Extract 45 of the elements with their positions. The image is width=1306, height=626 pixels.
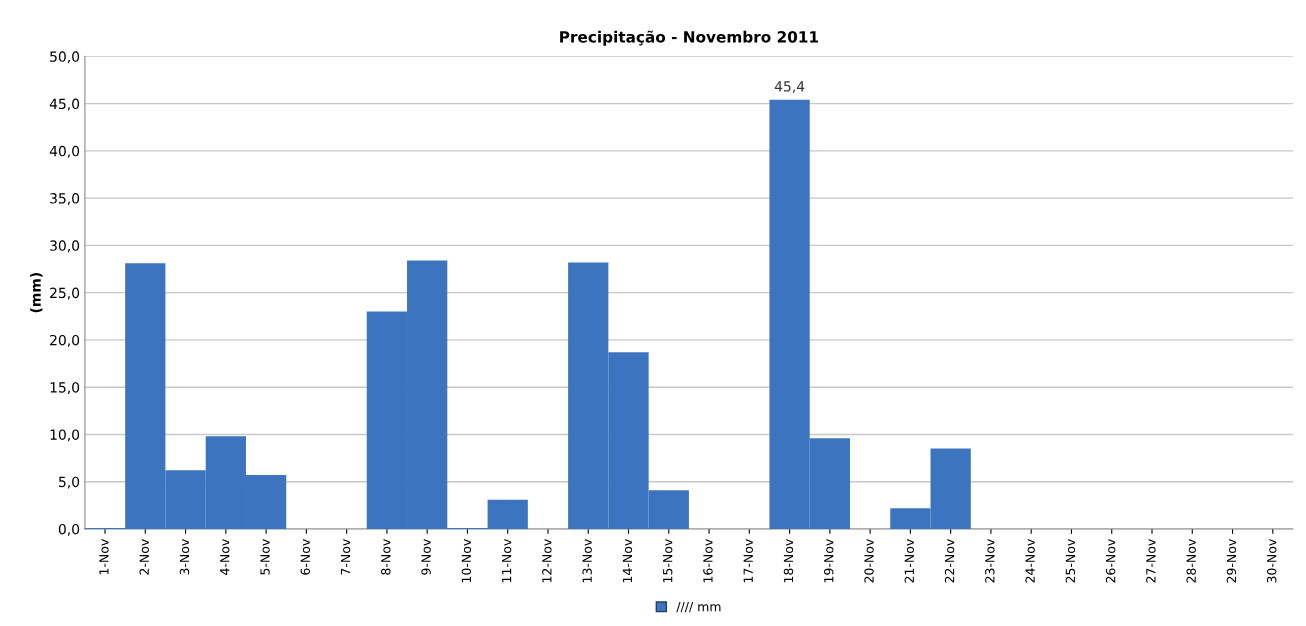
x-tick-label: 3-Nov [179,539,190,575]
x-tick-label: 26-Nov [1105,539,1116,583]
x-tick-label: 7-Nov [340,539,351,575]
x-tick-label: 28-Nov [1186,539,1196,583]
x-tick-label: 30-Nov [1266,539,1277,583]
y-tick-label: 15,0 [50,382,80,395]
x-tick-label: 18-Nov [783,539,794,583]
x-tick-label: 22-Nov [944,539,955,583]
y-tick-label: 35,0 [50,193,80,206]
x-tick-label: 27-Nov [1146,539,1156,583]
x-tick-label: 17-Nov [743,539,753,583]
y-tick-label: 30,0 [50,240,80,253]
y-tick-label: 45,0 [49,98,80,111]
x-tick-label: 15-Nov [663,539,673,583]
y-tick-label: 0,0 [58,523,80,536]
x-tick-label: 11-Nov [502,539,512,583]
x-tick-label: 16-Nov [703,539,713,583]
y-axis-title: (mm) [30,273,43,313]
x-tick-label: 23-Nov [985,539,995,583]
x-tick-label: 29-Nov [1226,539,1237,583]
x-tick-label: 13-Nov [582,539,592,583]
y-tick-label: 25,0 [50,287,80,300]
x-tick-label: 6-Nov [300,539,310,575]
y-tick-label: 5,0 [59,476,80,489]
y-tick-label: 10,0 [50,429,80,442]
x-tick-label: 10-Nov [461,539,472,583]
y-tick-label: 50,0 [50,51,80,64]
x-tick-label: 1-Nov [99,539,109,575]
x-tick-label: 12-Nov [542,539,552,583]
x-tick-label: 4-Nov [220,539,230,575]
x-tick-label: 5-Nov [260,539,270,575]
x-tick-label: 19-Nov [824,539,834,583]
x-tick-label: 14-Nov [622,539,633,583]
x-tick-label: 21-Nov [904,539,915,583]
y-tick-label: 20,0 [50,334,80,347]
y-tick-label: 40,0 [49,145,80,158]
chart-title: Precipitação - Novembro 2011 [560,30,819,46]
x-tick-label: 9-Nov [421,539,431,575]
x-tick-label: 2-Nov [139,539,149,575]
data-label: 45,4 [774,81,805,93]
x-tick-label: 8-Nov [381,539,391,575]
x-tick-label: 20-Nov [864,539,874,583]
legend-label: //// mm [676,602,721,613]
x-tick-label: 24-Nov [1025,539,1035,583]
x-tick-label: 25-Nov [1065,539,1076,583]
